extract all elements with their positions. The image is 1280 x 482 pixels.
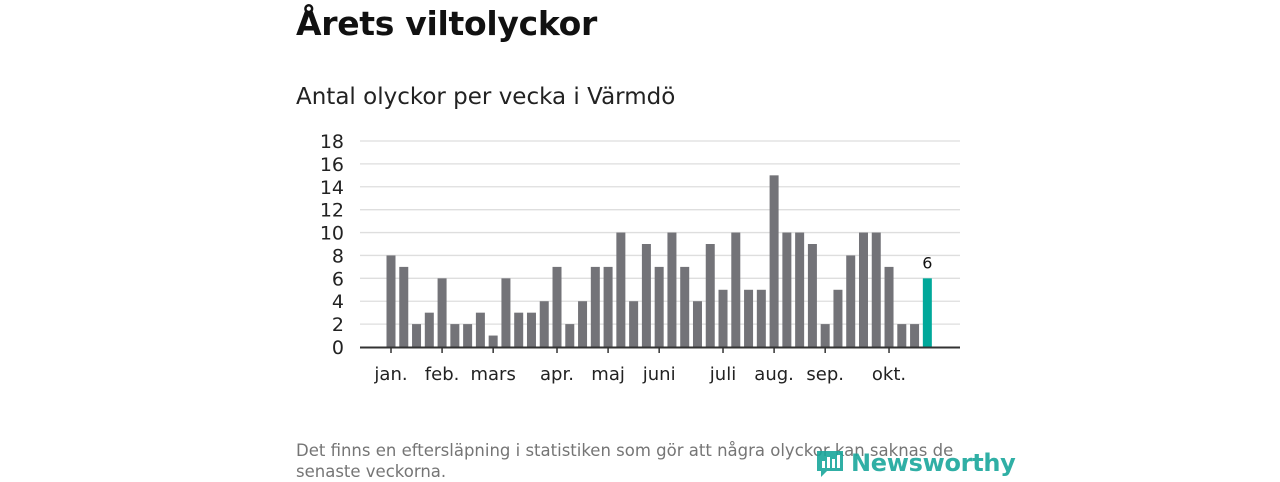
bar [590, 266, 600, 347]
bar-highlight [922, 278, 932, 347]
x-tick-label: juni [642, 364, 676, 385]
bar [424, 312, 434, 347]
y-tick-label: 14 [320, 177, 344, 199]
y-tick-label: 2 [332, 314, 344, 336]
y-tick-label: 10 [320, 223, 344, 245]
x-axis-ticks: jan. feb. mars apr. maj juni juli aug. sep. okt. [373, 348, 906, 385]
bar [552, 266, 562, 347]
chart-title: Antal olyckor per vecka i Värmdö [296, 84, 676, 110]
bar [654, 266, 664, 347]
bar [833, 289, 843, 347]
y-tick-label: 0 [332, 337, 344, 359]
y-tick-label: 18 [320, 131, 344, 153]
bar [399, 266, 409, 347]
x-tick-label: aug. [754, 364, 794, 385]
bar [539, 301, 549, 347]
x-tick-label: apr. [540, 364, 574, 385]
bar [526, 312, 536, 347]
y-tick-label: 4 [332, 291, 344, 313]
page-title: Årets viltolyckor [296, 4, 597, 43]
bar [616, 232, 626, 347]
bar [731, 232, 741, 347]
bar [807, 244, 817, 347]
bar [450, 324, 460, 347]
bar [782, 232, 792, 347]
bar [488, 335, 498, 347]
bar [437, 278, 447, 347]
x-tick-label: juli [709, 364, 736, 385]
bar [871, 232, 881, 347]
bars [386, 175, 932, 347]
newsworthy-logo-icon [817, 451, 843, 477]
footnote: Det finns en eftersläpning i statistiken… [296, 441, 954, 481]
bar [858, 232, 868, 347]
bar [910, 324, 920, 347]
bar [820, 324, 830, 347]
x-tick-label: sep. [806, 364, 844, 385]
y-tick-label: 12 [320, 200, 344, 222]
bar [667, 232, 677, 347]
bar [769, 175, 779, 347]
bar [565, 324, 575, 347]
bar [603, 266, 613, 347]
x-tick-label: mars [470, 364, 515, 385]
bar [412, 324, 422, 347]
bar [641, 244, 651, 347]
y-tick-label: 8 [332, 245, 344, 267]
bar [718, 289, 728, 347]
y-tick-label: 6 [332, 268, 344, 290]
bar [897, 324, 907, 347]
logo-text: Newsworthy [851, 449, 1016, 477]
bar [756, 289, 766, 347]
x-tick-label: jan. [373, 364, 407, 385]
x-tick-label: maj [591, 364, 625, 385]
bar [386, 255, 396, 347]
bar [501, 278, 511, 347]
newsworthy-logo: Newsworthy [815, 446, 1016, 480]
bar [884, 266, 894, 347]
bar [692, 301, 702, 347]
bar [795, 232, 805, 347]
x-tick-label: okt. [872, 364, 906, 385]
bar [846, 255, 856, 347]
bar [680, 266, 690, 347]
bar [629, 301, 639, 347]
bar [463, 324, 473, 347]
y-tick-label: 16 [320, 154, 344, 176]
bar [705, 244, 715, 347]
bar [514, 312, 524, 347]
x-tick-label: feb. [425, 364, 460, 385]
bar [578, 301, 588, 347]
highlight-value-label: 6 [922, 253, 932, 272]
bar [475, 312, 485, 347]
bar [744, 289, 754, 347]
